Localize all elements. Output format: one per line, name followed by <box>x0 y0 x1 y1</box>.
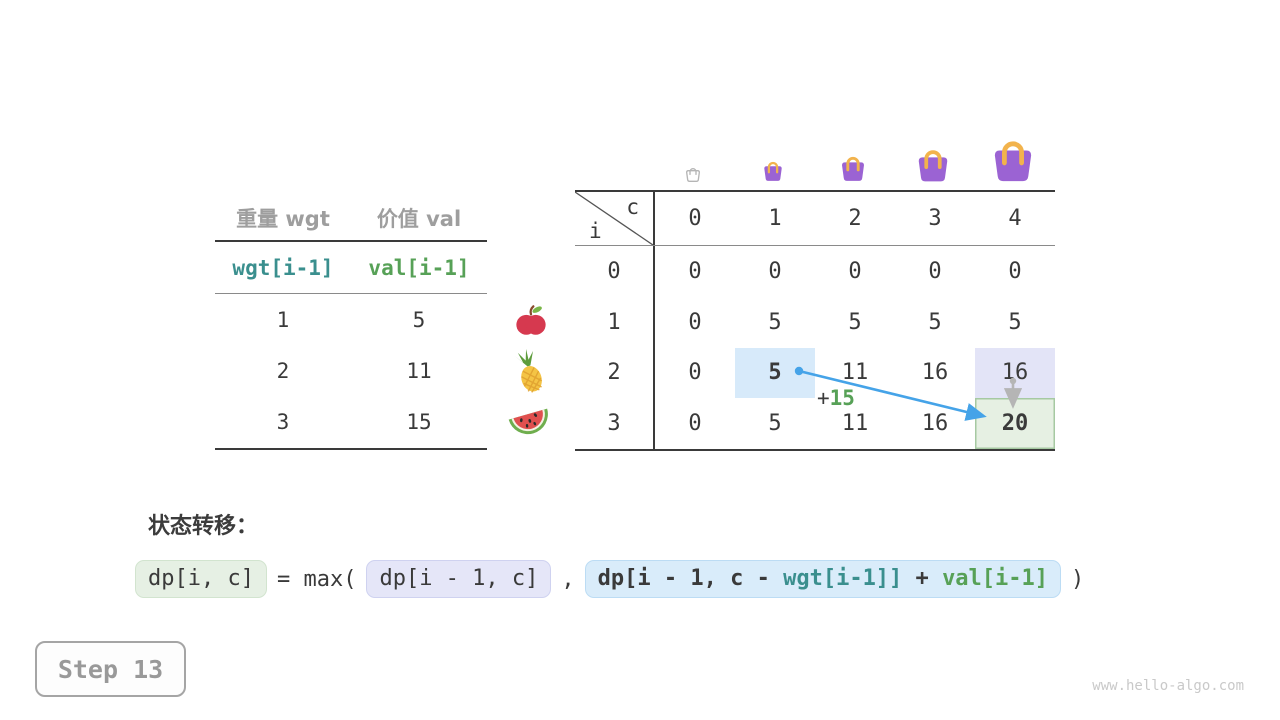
watermelon-icon <box>506 402 552 444</box>
table-row: 3 15 <box>215 397 487 448</box>
bag-size-1-icon <box>762 161 784 186</box>
added-value: 15 <box>829 386 855 410</box>
dp-cell-2-0: 0 <box>688 360 702 386</box>
table-row: 1 5 <box>215 294 487 345</box>
item2-weight: 2 <box>276 359 290 384</box>
col-header-4: 4 <box>1008 206 1022 231</box>
equals-max-text: = max( <box>276 566 357 592</box>
dp-current-term: dp[i, c] <box>135 560 267 599</box>
dp-cell-0-1: 0 <box>768 258 782 284</box>
value-column-header: 价值 val <box>376 206 462 231</box>
dp-row-3: 3 0 5 11 16 20 <box>575 398 1055 449</box>
val-formula-label: val[i-1] <box>368 255 470 280</box>
dp-cell-2-4-compare-highlight: 16 <box>975 347 1055 399</box>
take-term-plus: + <box>902 566 943 591</box>
bag-size-2-icon <box>839 156 867 186</box>
plus-value-annotation: +15 <box>817 386 855 410</box>
comma-text: , <box>561 566 575 592</box>
close-paren-text: ) <box>1071 566 1085 592</box>
row-header-2: 2 <box>575 347 655 399</box>
dp-cell-0-3: 0 <box>928 258 942 284</box>
col-header-1: 1 <box>768 206 782 231</box>
dp-corner-cell: c i <box>575 192 655 245</box>
step-badge: Step 13 <box>35 641 186 697</box>
dp-row-0: 0 0 0 0 0 0 <box>575 246 1055 297</box>
item1-weight: 1 <box>276 307 290 332</box>
dp-cell-3-3: 16 <box>921 411 949 437</box>
weight-column-header: 重量 wgt <box>236 206 330 231</box>
bag-size-4-icon <box>990 140 1036 187</box>
dp-cell-1-0: 0 <box>688 309 702 335</box>
transition-formula: dp[i, c] = max( dp[i - 1, c] , dp[i - 1,… <box>135 560 1085 599</box>
item1-value: 5 <box>412 307 426 332</box>
dp-table: c i 0 1 2 3 4 0 0 0 0 0 0 1 0 5 5 5 5 2 <box>575 190 1055 451</box>
items-table: 重量 wgt 价值 val wgt[i-1] val[i-1] 1 5 2 11… <box>215 195 487 451</box>
watermark: www.hello-algo.com <box>1092 678 1244 694</box>
empty-bag-icon <box>685 167 701 186</box>
row-header-0: 0 <box>575 246 655 297</box>
take-term-wgt: wgt[i-1]] <box>783 566 903 591</box>
row-header-1: 1 <box>575 296 655 348</box>
dp-cell-2-1-source-highlight: 5 <box>735 347 815 399</box>
dp-cell-2-3: 16 <box>921 360 949 386</box>
items-table-header: 重量 wgt 价值 val <box>215 195 487 242</box>
item3-value: 15 <box>406 410 432 435</box>
diagonal-divider <box>575 192 653 245</box>
dp-cell-0-2: 0 <box>848 258 862 284</box>
col-header-0: 0 <box>688 206 702 231</box>
dp-cell-3-4-result-highlight: 20 <box>975 398 1055 449</box>
take-term-val: val[i-1] <box>942 566 1049 591</box>
dp-row-1: 1 0 5 5 5 5 <box>575 296 1055 348</box>
take-term-prefix: dp[i - 1, c - <box>597 566 784 591</box>
capacity-axis-label: c <box>626 195 639 219</box>
dp-cell-3-1: 5 <box>768 411 782 437</box>
dp-cell-1-4: 5 <box>1008 309 1022 335</box>
dp-cell-0-4: 0 <box>1008 258 1022 284</box>
wgt-formula-label: wgt[i-1] <box>232 255 334 280</box>
plus-sign: + <box>817 386 830 410</box>
transition-title: 状态转移： <box>148 514 259 539</box>
dp-cell-1-3: 5 <box>928 309 942 335</box>
dp-cell-1-1: 5 <box>768 309 782 335</box>
dp-cell-0-0: 0 <box>688 258 702 284</box>
dp-take-term: dp[i - 1, c - wgt[i-1]] + val[i-1] <box>584 560 1062 599</box>
bag-size-3-icon <box>915 149 951 187</box>
pineapple-icon <box>508 348 552 398</box>
table-row: 2 11 <box>215 345 487 396</box>
item3-weight: 3 <box>276 410 290 435</box>
dp-skip-term: dp[i - 1, c] <box>366 560 552 599</box>
row-header-3: 3 <box>575 398 655 449</box>
apple-icon <box>514 303 548 343</box>
col-header-2: 2 <box>848 206 862 231</box>
items-table-subheader: wgt[i-1] val[i-1] <box>215 242 487 294</box>
dp-cell-3-0: 0 <box>688 411 702 437</box>
dp-table-header-row: c i 0 1 2 3 4 <box>575 192 1055 246</box>
dp-row-2: 2 0 5 11 16 16 <box>575 347 1055 399</box>
item-axis-label: i <box>589 219 602 243</box>
dp-cell-1-2: 5 <box>848 309 862 335</box>
item2-value: 11 <box>406 359 432 384</box>
col-header-3: 3 <box>928 206 942 231</box>
